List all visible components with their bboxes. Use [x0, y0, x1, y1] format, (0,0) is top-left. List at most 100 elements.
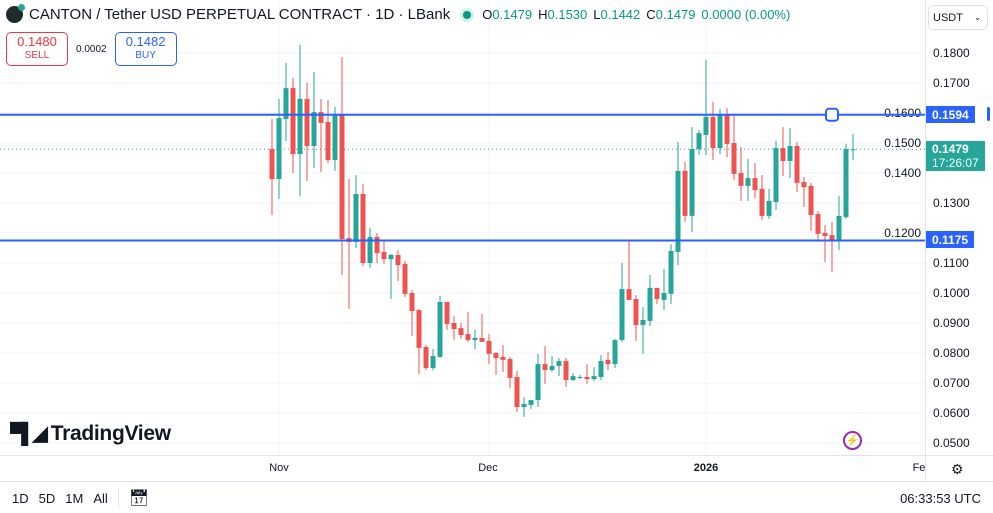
last-price-badge: 0.1479 17:26:07	[926, 141, 985, 171]
candle-down	[486, 341, 492, 354]
candle-up	[745, 178, 751, 186]
candle-down	[423, 347, 429, 368]
candle-down	[500, 356, 506, 360]
candle-up	[521, 404, 527, 407]
candle-up	[283, 88, 289, 119]
go-to-date-calendar-icon[interactable]: 📅︎	[128, 490, 150, 507]
line-marker-handle[interactable]	[987, 107, 990, 121]
y-tick-label: 0.1100	[933, 256, 969, 270]
candle-down	[416, 310, 422, 348]
candle-down	[395, 254, 401, 266]
candle-up	[640, 320, 646, 326]
candle-down	[444, 302, 450, 324]
symbol-title[interactable]: CANTON / Tether USD PERPETUAL CONTRACT ·…	[29, 6, 451, 23]
candle-down	[794, 146, 800, 183]
candle-down	[542, 364, 548, 371]
range-5d[interactable]: 5D	[38, 490, 56, 506]
candle-up	[388, 254, 394, 260]
candle-up	[647, 287, 653, 321]
candle-down	[633, 299, 639, 326]
candle-up	[787, 146, 793, 161]
market-status-icon[interactable]	[460, 7, 475, 22]
candle-down	[822, 233, 828, 236]
candle-down	[304, 98, 310, 146]
candle-up	[591, 376, 597, 380]
candle-down	[780, 148, 786, 161]
trade-panel: 0.1480 SELL 0.0002 0.1482 BUY	[6, 32, 177, 66]
y-tick-label: 0.0600	[933, 406, 970, 420]
candle-up	[619, 289, 625, 341]
y-tick-label: 0.0500	[933, 436, 970, 450]
candle-up	[850, 149, 856, 151]
range-1d[interactable]: 1D	[12, 490, 29, 506]
candle-down	[409, 293, 415, 311]
candle-down	[682, 170, 688, 216]
candle-up	[668, 251, 674, 294]
candle-up	[598, 361, 604, 377]
candle-down	[724, 115, 730, 144]
y-tick-label: 0.0700	[933, 376, 970, 390]
candle-up	[367, 236, 373, 263]
y-tick-label: 0.1000	[933, 286, 970, 300]
candle-up	[556, 361, 562, 366]
candle-down	[605, 359, 611, 365]
range-1m[interactable]: 1M	[65, 490, 84, 506]
bar-countdown: 17:26:07	[932, 156, 979, 170]
change-value: 0.0000 (0.00%)	[701, 7, 791, 22]
candle-up	[311, 112, 317, 146]
candle-up	[836, 215, 842, 240]
candle-up	[276, 118, 282, 179]
chart-header: CANTON / Tether USD PERPETUAL CONTRACT ·…	[6, 4, 791, 23]
candle-down	[654, 287, 660, 299]
candle-down	[563, 361, 569, 380]
candle-down	[514, 377, 520, 407]
candle-down	[808, 185, 814, 215]
candle-down	[584, 377, 590, 380]
candle-down	[325, 122, 331, 161]
candle-down	[815, 214, 821, 234]
candle-down	[290, 88, 296, 155]
candle-down	[752, 178, 758, 191]
settings-gear-icon[interactable]: ⚙	[951, 461, 964, 477]
candle-down	[731, 143, 737, 174]
y-tick-label: 0.1300	[933, 196, 970, 210]
candlestick-chart[interactable]: 0.1800 0.1700 0.1600 0.1500 0.1400 0.1300 0.12…	[0, 0, 993, 455]
canton-logo-icon	[6, 4, 25, 23]
candle-down	[493, 353, 499, 359]
candle-up	[766, 200, 772, 216]
y-tick-label: 0.1400	[884, 166, 921, 180]
candle-up	[703, 116, 709, 135]
candle-up	[472, 338, 478, 341]
candle-down	[381, 251, 387, 260]
candle-up	[773, 148, 779, 203]
candle-down	[318, 112, 324, 123]
candle-up	[717, 115, 723, 149]
line-drag-handle[interactable]	[825, 107, 839, 122]
sell-button[interactable]: 0.1480 SELL	[6, 32, 68, 66]
lightning-icon[interactable]: ⚡	[843, 431, 862, 450]
buy-button[interactable]: 0.1482 BUY	[114, 32, 177, 66]
candle-up	[696, 133, 702, 149]
candle-down	[479, 338, 485, 342]
currency-select[interactable]: USDT ⌄	[928, 5, 988, 30]
tradingview-mark-icon: ▀▌◢	[10, 423, 48, 445]
time-axis[interactable]: Nov Dec 2026 Fe ⚙	[0, 455, 993, 482]
lower-line-price-badge: 0.1175	[926, 231, 975, 248]
bottom-toolbar: 1D 5D 1M All 📅︎ 06:33:53 UTC	[0, 483, 993, 513]
candle-up	[612, 340, 618, 365]
candle-up	[430, 356, 436, 368]
y-tick-label: 0.1800	[933, 46, 970, 60]
candle-down	[360, 194, 366, 263]
clock[interactable]: 06:33:53 UTC	[900, 490, 981, 506]
y-tick-label: 0.1600	[884, 106, 921, 120]
y-tick-label: 0.0800	[933, 346, 970, 360]
candle-down	[710, 116, 716, 149]
ohlc-values: O0.1479 H0.1530 L0.1442 C0.1479 0.0000 (…	[482, 7, 791, 22]
candle-down	[465, 334, 471, 341]
range-all[interactable]: All	[93, 490, 108, 506]
chevron-down-icon: ⌄	[974, 13, 981, 22]
candle-down	[801, 182, 807, 188]
tradingview-logo[interactable]: ▀▌◢ TradingView	[10, 421, 171, 446]
candle-down	[402, 263, 408, 294]
candle-up	[297, 98, 303, 155]
